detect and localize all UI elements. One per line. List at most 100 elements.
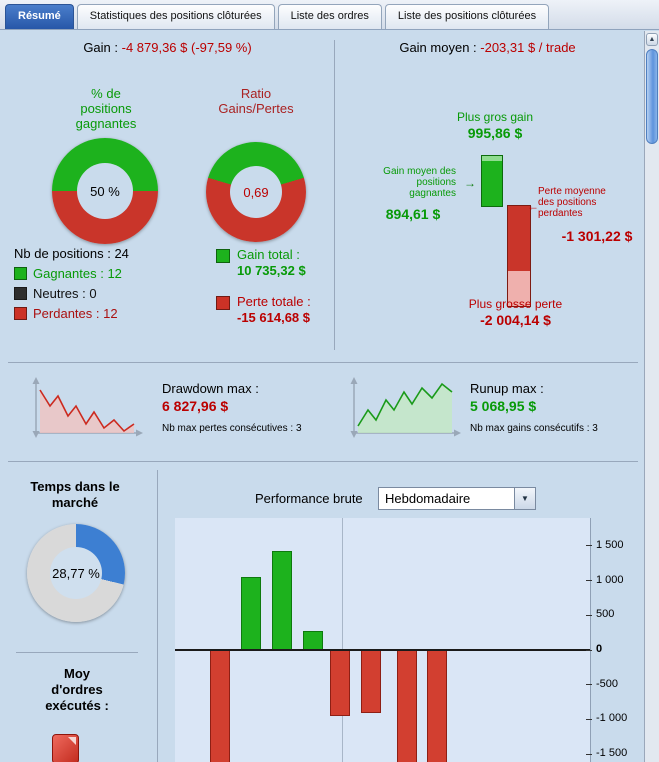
zero-axis-line <box>175 649 590 651</box>
performance-bar <box>210 650 230 762</box>
plus-gros-gain-label: Plus gros gain <box>456 110 534 124</box>
market-time-title: Temps dans le marché <box>30 479 120 510</box>
legend-neutres: Neutres : 0 <box>14 286 97 301</box>
gain-header: Gain : -4 879,36 $ (-97,59 %) <box>10 40 325 55</box>
green-square-icon <box>216 249 230 263</box>
y-tick <box>586 649 592 651</box>
horizontal-divider <box>8 362 638 363</box>
legend-perdantes: Perdantes : 12 <box>14 306 118 321</box>
y-tick-label: 1 500 <box>596 538 624 551</box>
gain-label: Gain : <box>83 40 122 55</box>
performance-bar <box>303 630 323 650</box>
runup-consecutive-gains: Nb max gains consécutifs : 3 <box>470 423 598 434</box>
runup-max-label: Runup max : <box>470 381 544 396</box>
legend-perdantes-label: Perdantes : 12 <box>33 306 118 321</box>
gain-moyen-header: Gain moyen : -203,31 $ / trade <box>340 40 635 55</box>
drawdown-max-label: Drawdown max : <box>162 381 259 396</box>
max-loss-bar <box>507 205 531 308</box>
page-fold-icon <box>68 737 76 745</box>
gain-total-block: Gain total : 10 735,32 $ <box>216 247 306 279</box>
perte-moyenne-perdantes-value: -1 301,22 $ <box>561 228 633 244</box>
legend-gagnantes: Gagnantes : 12 <box>14 266 122 281</box>
perte-totale-label: Perte totale : <box>237 294 311 309</box>
performance-bar <box>397 650 417 762</box>
gain-average-segment <box>482 161 502 206</box>
ratio-donut-chart: 0,69 <box>206 142 306 242</box>
gain-total-label: Gain total : <box>237 247 300 262</box>
y-tick <box>586 580 592 582</box>
scrollbar-thumb[interactable] <box>646 49 658 144</box>
market-time-donut: 28,77 % <box>27 524 125 622</box>
perte-totale-block: Perte totale : -15 614,68 $ <box>216 294 311 326</box>
y-tick-label: 0 <box>596 643 603 655</box>
y-tick-label: 500 <box>596 608 615 621</box>
chevron-down-icon[interactable]: ▼ <box>514 487 536 510</box>
performance-bar <box>427 650 447 762</box>
period-dropdown-value[interactable]: Hebdomadaire <box>378 487 514 510</box>
ratio-title: Ratio Gains/Pertes <box>218 86 294 116</box>
horizontal-divider <box>8 461 638 462</box>
y-tick <box>586 753 592 755</box>
market-time-value: 28,77 % <box>52 565 100 581</box>
perte-totale-value: -15 614,68 $ <box>237 310 311 325</box>
avg-orders-label: Moy d'ordres exécutés : <box>45 666 109 713</box>
gain-value: -4 879,36 $ (-97,59 %) <box>121 40 252 55</box>
runup-max-value: 5 068,95 $ <box>470 398 537 414</box>
vertical-divider <box>157 470 158 762</box>
gain-above-average-segment <box>482 156 502 162</box>
y-tick-label: -1 000 <box>596 712 628 725</box>
drawdown-sparkline-icon <box>32 377 143 438</box>
gain-total-value: 10 735,32 $ <box>237 263 306 278</box>
small-divider <box>16 652 138 653</box>
period-separator-gridline <box>342 518 343 762</box>
max-gain-bar <box>481 155 503 207</box>
y-tick-label: -500 <box>596 677 619 690</box>
red-square-icon <box>14 307 27 320</box>
y-tick <box>586 614 592 616</box>
win-pct-value: 50 % <box>90 183 120 199</box>
green-square-icon <box>14 267 27 280</box>
y-tick <box>586 684 592 686</box>
plus-grosse-perte-value: -2 004,14 $ <box>480 312 551 328</box>
ratio-value: 0,69 <box>243 184 269 200</box>
legend-gagnantes-label: Gagnantes : 12 <box>33 266 122 281</box>
performance-bar <box>241 577 261 650</box>
y-axis-labels: 1 500 1 000 500 0 -500 -1 000 -1 500 <box>586 518 642 762</box>
y-tick-label: 1 000 <box>596 573 624 586</box>
scroll-up-arrow-icon[interactable]: ▲ <box>646 33 658 46</box>
performance-plot <box>175 518 591 762</box>
right-arrow-icon: → <box>464 176 476 190</box>
red-square-icon <box>216 296 230 310</box>
win-pct-title: % de positions gagnantes <box>75 86 137 131</box>
loss-beyond-average-segment <box>508 271 530 307</box>
tab-liste-positions[interactable]: Liste des positions clôturées <box>384 4 550 29</box>
vertical-divider <box>334 40 335 350</box>
orders-document-icon <box>52 734 79 762</box>
drawdown-consecutive-losses: Nb max pertes consécutives : 3 <box>162 423 302 434</box>
period-dropdown[interactable]: Hebdomadaire ▼ <box>378 487 536 510</box>
nb-positions: Nb de positions : 24 <box>14 246 129 261</box>
vertical-scrollbar[interactable]: ▲ <box>644 31 659 762</box>
y-tick <box>586 718 592 720</box>
performance-bar <box>272 550 292 650</box>
perte-moyenne-perdantes-label: Perte moyenne des positions perdantes <box>538 186 606 219</box>
gain-moyen-label: Gain moyen : <box>399 40 481 55</box>
performance-bar <box>330 650 350 716</box>
tab-bar: Résumé Statistiques des positions clôtur… <box>0 0 659 30</box>
drawdown-max-value: 6 827,96 $ <box>162 398 229 414</box>
plus-gros-gain-value: 995,86 $ <box>467 125 523 141</box>
y-tick <box>586 545 592 547</box>
performance-bar <box>361 650 381 713</box>
plus-grosse-perte-label: Plus grosse perte <box>468 297 563 311</box>
tab-resume[interactable]: Résumé <box>5 4 74 29</box>
loss-average-segment <box>508 206 530 272</box>
tab-statistiques-positions[interactable]: Statistiques des positions clôturées <box>76 4 275 29</box>
dark-square-icon <box>14 287 27 300</box>
gain-moyen-gagnantes-value: 894,61 $ <box>385 206 441 222</box>
tab-liste-ordres[interactable]: Liste des ordres <box>277 4 382 29</box>
gain-moyen-gagnantes-label: Gain moyen des positions gagnantes <box>383 166 456 199</box>
runup-sparkline-icon <box>350 377 461 438</box>
y-tick-label: -1 500 <box>596 747 628 760</box>
gain-moyen-value: -203,31 $ / trade <box>480 40 576 55</box>
